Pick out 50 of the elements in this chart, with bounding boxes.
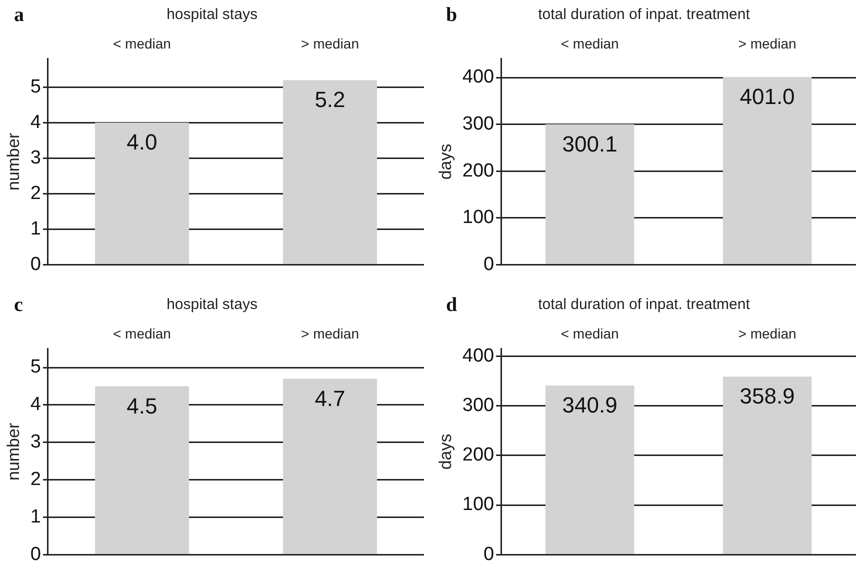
x-tick-label: < median	[112, 35, 171, 52]
y-tick-label: 0	[30, 544, 41, 563]
data-label: 401.0	[740, 84, 795, 110]
chart-title: total duration of inpat. treatment	[538, 296, 751, 314]
y-tick-label: 100	[462, 494, 494, 516]
y-tick-label: 300	[462, 114, 494, 135]
y-tick-label: 2	[30, 469, 41, 490]
x-tick-label: > median	[738, 325, 796, 342]
chart-title: hospital stays	[166, 296, 258, 314]
y-tick-label: 1	[30, 218, 41, 240]
text: a	[14, 4, 24, 27]
data-label: 358.9	[740, 384, 795, 409]
y-tick-label: 3	[30, 432, 41, 453]
data-label: 4.0	[126, 130, 158, 155]
data-label: 5.2	[314, 87, 346, 112]
y-tick-label: 0	[484, 544, 494, 563]
y-tick-label: 200	[462, 160, 494, 182]
data-label: 340.9	[562, 392, 618, 418]
chart-title: total duration of inpat. treatment	[538, 6, 751, 24]
text: d	[446, 294, 458, 317]
text: c	[14, 294, 23, 317]
y-tick-label: 5	[30, 356, 41, 378]
text: b	[446, 4, 458, 27]
y-tick-label: 100	[462, 207, 494, 228]
x-tick-label: > median	[738, 35, 796, 52]
y-tick-label: 2	[30, 182, 41, 204]
y-tick-label: 200	[462, 444, 494, 466]
x-tick-label: > median	[301, 325, 359, 342]
y-tick-label: 5	[30, 76, 41, 98]
x-tick-label: < median	[560, 35, 619, 52]
y-tick-label: 1	[30, 506, 41, 528]
y-tick-label: 4	[30, 394, 42, 416]
y-axis-title: number	[4, 422, 23, 481]
y-tick-label: 400	[462, 66, 494, 88]
x-tick-label: < median	[112, 325, 171, 342]
y-tick-label: 4	[30, 112, 42, 133]
y-tick-label: 3	[30, 147, 41, 168]
y-axis-title: days	[436, 144, 455, 180]
chart-title: hospital stays	[166, 6, 258, 24]
x-tick-label: < median	[560, 325, 619, 342]
y-tick-label: 0	[30, 254, 41, 275]
y-tick-label: 400	[462, 345, 494, 366]
y-axis-title: number	[4, 132, 23, 191]
y-axis-title: days	[436, 434, 455, 470]
data-label: 4.5	[126, 393, 158, 418]
data-label: 300.1	[562, 131, 618, 156]
x-tick-label: > median	[301, 35, 359, 52]
y-tick-label: 300	[462, 395, 494, 416]
data-label: 4.7	[314, 386, 346, 411]
y-tick-label: 0	[484, 254, 494, 275]
